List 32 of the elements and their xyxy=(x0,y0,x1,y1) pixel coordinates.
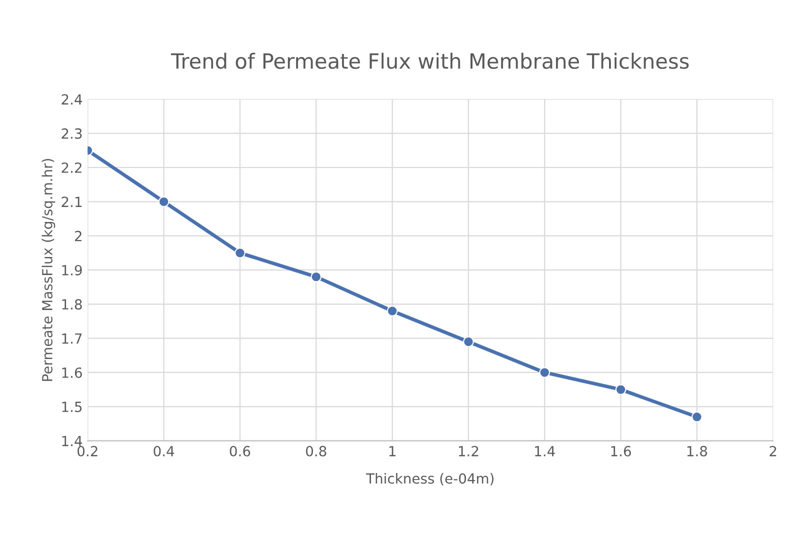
point xyxy=(310,271,322,282)
y-tick-label: 2.3 xyxy=(62,128,82,139)
x-tick-label: 2 xyxy=(770,446,776,456)
x-tick-label: 1.4 xyxy=(535,446,555,456)
y-tick-label: 2 xyxy=(74,230,82,242)
x-tick-label: 0.8 xyxy=(306,446,326,456)
x-tick-label: 1.2 xyxy=(458,446,478,456)
y-tick-label: 2.2 xyxy=(62,162,82,173)
y-axis-title: Permeate MassFlux (kg/sq.m.hr) xyxy=(42,158,56,381)
x-axis-title: Thickness (e-04m) xyxy=(366,472,494,486)
chart-title: Trend of Permeate Flux with Membrane Thickness xyxy=(171,52,689,69)
x-tick-label: 1.6 xyxy=(611,446,631,456)
y-tick-label: 1.6 xyxy=(62,367,82,378)
point xyxy=(386,306,398,316)
point xyxy=(158,196,170,208)
y-tick-label: 1.8 xyxy=(62,299,82,310)
y-tick-label: 2.4 xyxy=(62,94,82,104)
y-tick-label: 1.4 xyxy=(62,436,82,446)
point xyxy=(234,248,246,258)
x-tick-label: 0.4 xyxy=(154,446,174,456)
x-tick-label: 0.2 xyxy=(78,446,98,456)
x-tick-label: 1.8 xyxy=(687,446,708,456)
point xyxy=(463,336,474,348)
point xyxy=(692,412,702,422)
y-tick-label: 1.9 xyxy=(62,264,82,276)
y-tick-label: 2.1 xyxy=(62,196,82,207)
point xyxy=(615,384,626,395)
x-tick-label: 0.6 xyxy=(230,446,250,456)
x-tick-label: 1 xyxy=(389,446,396,456)
y-tick-label: 1.5 xyxy=(62,402,82,412)
point xyxy=(539,367,550,378)
y-tick-label: 1.7 xyxy=(62,333,82,344)
